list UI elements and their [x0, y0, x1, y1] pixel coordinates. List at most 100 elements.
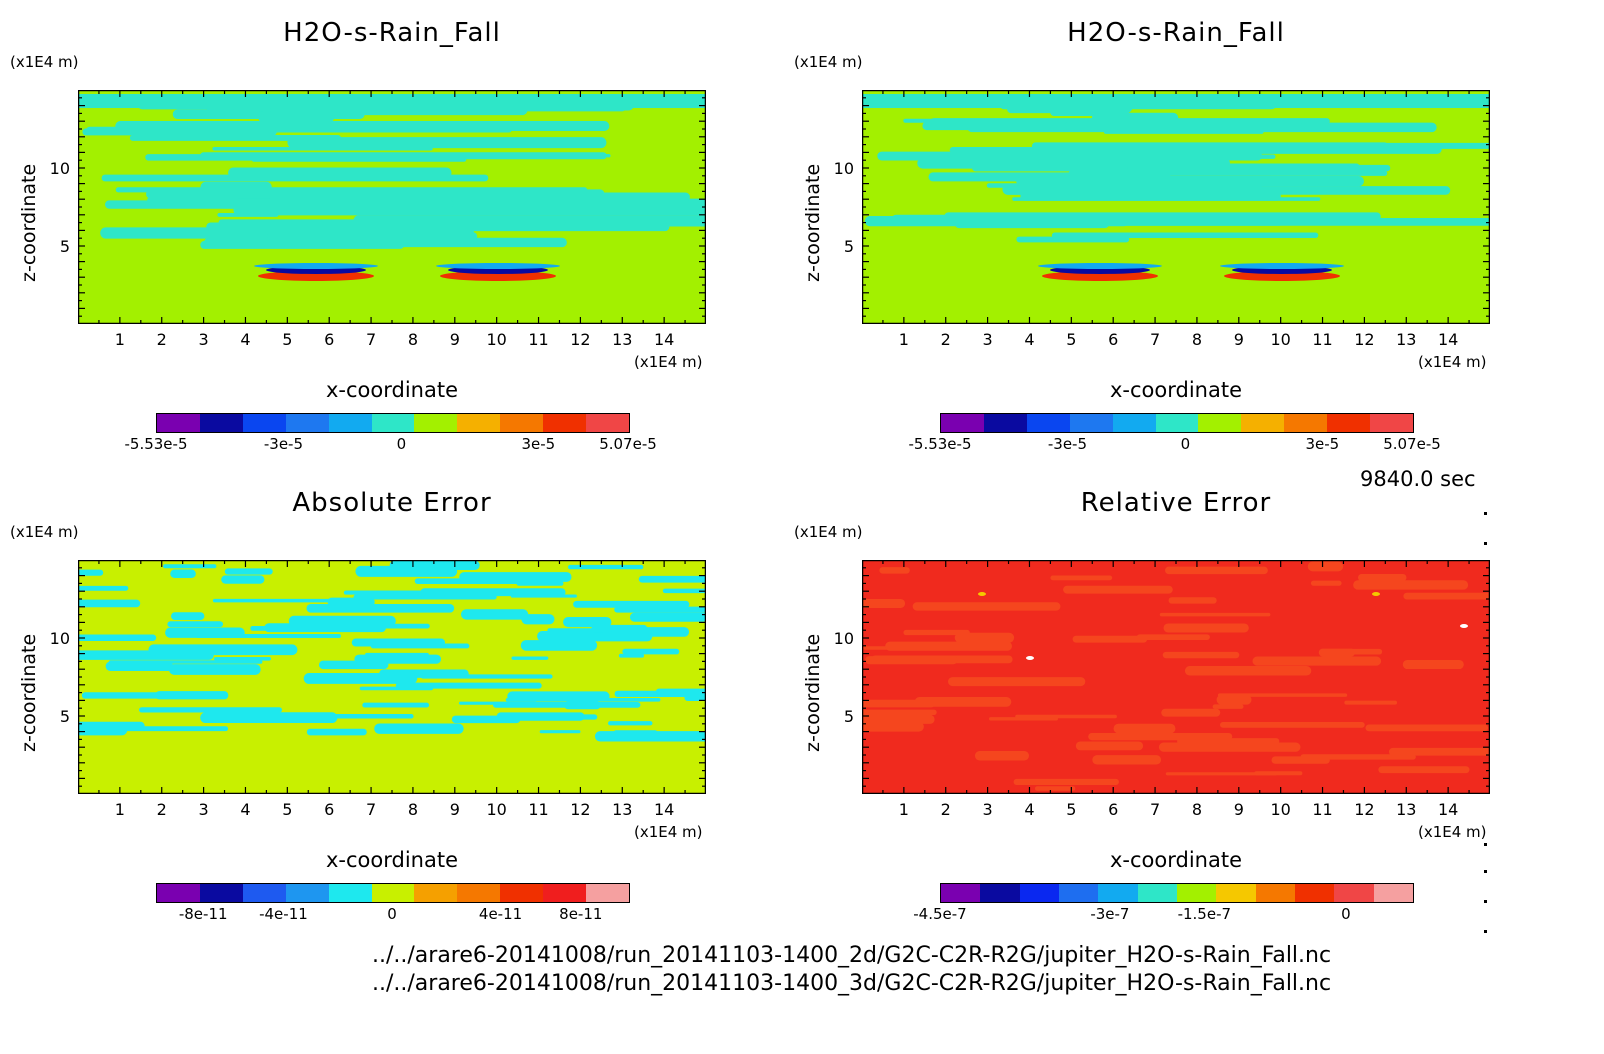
contour-band [1075, 741, 1144, 751]
colorbar [940, 413, 1414, 433]
x-tick-label: 12 [1354, 800, 1375, 819]
contour-band [1162, 651, 1240, 659]
contour-spot [1460, 624, 1468, 628]
x-tick-label: 9 [1233, 800, 1244, 819]
contour-band [1158, 742, 1301, 752]
contour-band [163, 564, 217, 569]
contour-band [986, 183, 1263, 188]
contour-band [1012, 197, 1321, 201]
colorbar-swatch [199, 884, 243, 902]
colorbar-swatch [199, 414, 243, 432]
contour-band [1015, 714, 1117, 719]
contour-band [212, 598, 354, 603]
contour-band [129, 135, 341, 141]
x-tick-label: 4 [1024, 800, 1035, 819]
contour-band [912, 602, 1061, 611]
rain-cell-edge [1220, 263, 1344, 269]
x-tick-label: 12 [570, 330, 591, 349]
contour-band [1136, 634, 1210, 640]
y-tick-label: 10 [833, 629, 854, 648]
file-path-2d: ../../arare6-20141008/run_20141103-1400_… [372, 943, 1332, 968]
contour-band [1065, 121, 1303, 131]
contour-band [87, 726, 229, 732]
contour-band [547, 628, 613, 633]
contour-band [563, 617, 612, 628]
contour-band [362, 702, 430, 708]
x-tick-label: 14 [653, 330, 675, 349]
heatmap-plot [862, 90, 1490, 324]
contour-band [885, 641, 1013, 651]
colorbar-tick-label: 3e-5 [1305, 435, 1340, 453]
contour-band [954, 632, 1015, 643]
x-tick-label: 14 [1437, 800, 1459, 819]
contour-band [1072, 635, 1148, 643]
contour-band [78, 634, 157, 641]
colorbar-swatch [285, 414, 329, 432]
contour-band [1163, 623, 1249, 633]
colorbar-tick-label: 0 [387, 905, 397, 923]
marker-dot [1484, 542, 1487, 545]
x-tick-label: 5 [1066, 800, 1077, 819]
x-tick-label: 9 [449, 800, 460, 819]
colorbar-swatch [1327, 414, 1371, 432]
colorbar-tick-label: -3e-5 [263, 435, 304, 453]
x-tick-label: 6 [1108, 330, 1119, 349]
contour-band [655, 688, 706, 694]
contour-band [1402, 659, 1464, 670]
colorbar-swatch [242, 414, 286, 432]
x-tick-label: 5 [282, 800, 293, 819]
marker-dot [1484, 870, 1487, 873]
x-tick-label: 12 [570, 800, 591, 819]
contour-band [1403, 592, 1490, 600]
x-tick-label: 11 [528, 800, 549, 819]
x-tick-label: 13 [1396, 330, 1417, 349]
x-tick-label: 11 [1312, 330, 1333, 349]
colorbar-tick-label: -3e-5 [1047, 435, 1088, 453]
colorbar [156, 413, 630, 433]
x-tick-label: 1 [898, 330, 909, 349]
x-tick-label: 6 [324, 330, 335, 349]
colorbar-swatch [500, 414, 544, 432]
contour-band [520, 640, 598, 651]
heatmap-plot [78, 90, 706, 324]
x-tick-label: 14 [1437, 330, 1459, 349]
colorbar [940, 883, 1414, 903]
x-tick-label: 10 [486, 800, 507, 819]
y-tick-label: 5 [59, 707, 70, 726]
colorbar-swatch [1241, 414, 1285, 432]
contour-band [862, 709, 937, 716]
x-tick-label: 4 [240, 800, 251, 819]
x-tick-label: 13 [612, 330, 633, 349]
x-tick-label: 8 [407, 330, 419, 349]
contour-band [1168, 597, 1217, 604]
marker-dot [1484, 512, 1487, 515]
colorbar-tick-label: 5.07e-5 [599, 435, 657, 453]
colorbar-tick-label: 0 [1341, 905, 1351, 923]
colorbar-swatch [586, 414, 629, 432]
contour-band [1159, 612, 1271, 617]
contour-band [218, 219, 566, 226]
y-axis-label: z-coordinate [18, 163, 40, 282]
colorbar-swatch [1294, 884, 1335, 902]
contour-band [511, 656, 549, 660]
x-tick-label: 4 [1024, 330, 1035, 349]
heatmap-plot [862, 560, 1490, 794]
contour-band [1127, 163, 1360, 170]
x-tick-label: 12 [1354, 330, 1375, 349]
chart-panel: Absolute Error (x1E4 m) z-coordinate (x1E4 … [0, 470, 784, 940]
contour-band [145, 154, 288, 161]
contour-band [1353, 580, 1469, 590]
contour-band [948, 677, 1086, 687]
contour-band [496, 712, 585, 721]
contour-band [1365, 724, 1489, 732]
contour-band [1254, 771, 1303, 776]
colorbar-swatch [328, 414, 372, 432]
contour-band [862, 598, 906, 609]
contour-band [170, 569, 196, 579]
contour-band [573, 600, 690, 608]
colorbar-tick-label: 3e-5 [521, 435, 556, 453]
marker-dot [1484, 843, 1487, 846]
y-tick-label: 5 [843, 237, 854, 256]
x-tick-label: 3 [982, 330, 993, 349]
colorbar-tick-label: -8e-11 [178, 905, 228, 923]
